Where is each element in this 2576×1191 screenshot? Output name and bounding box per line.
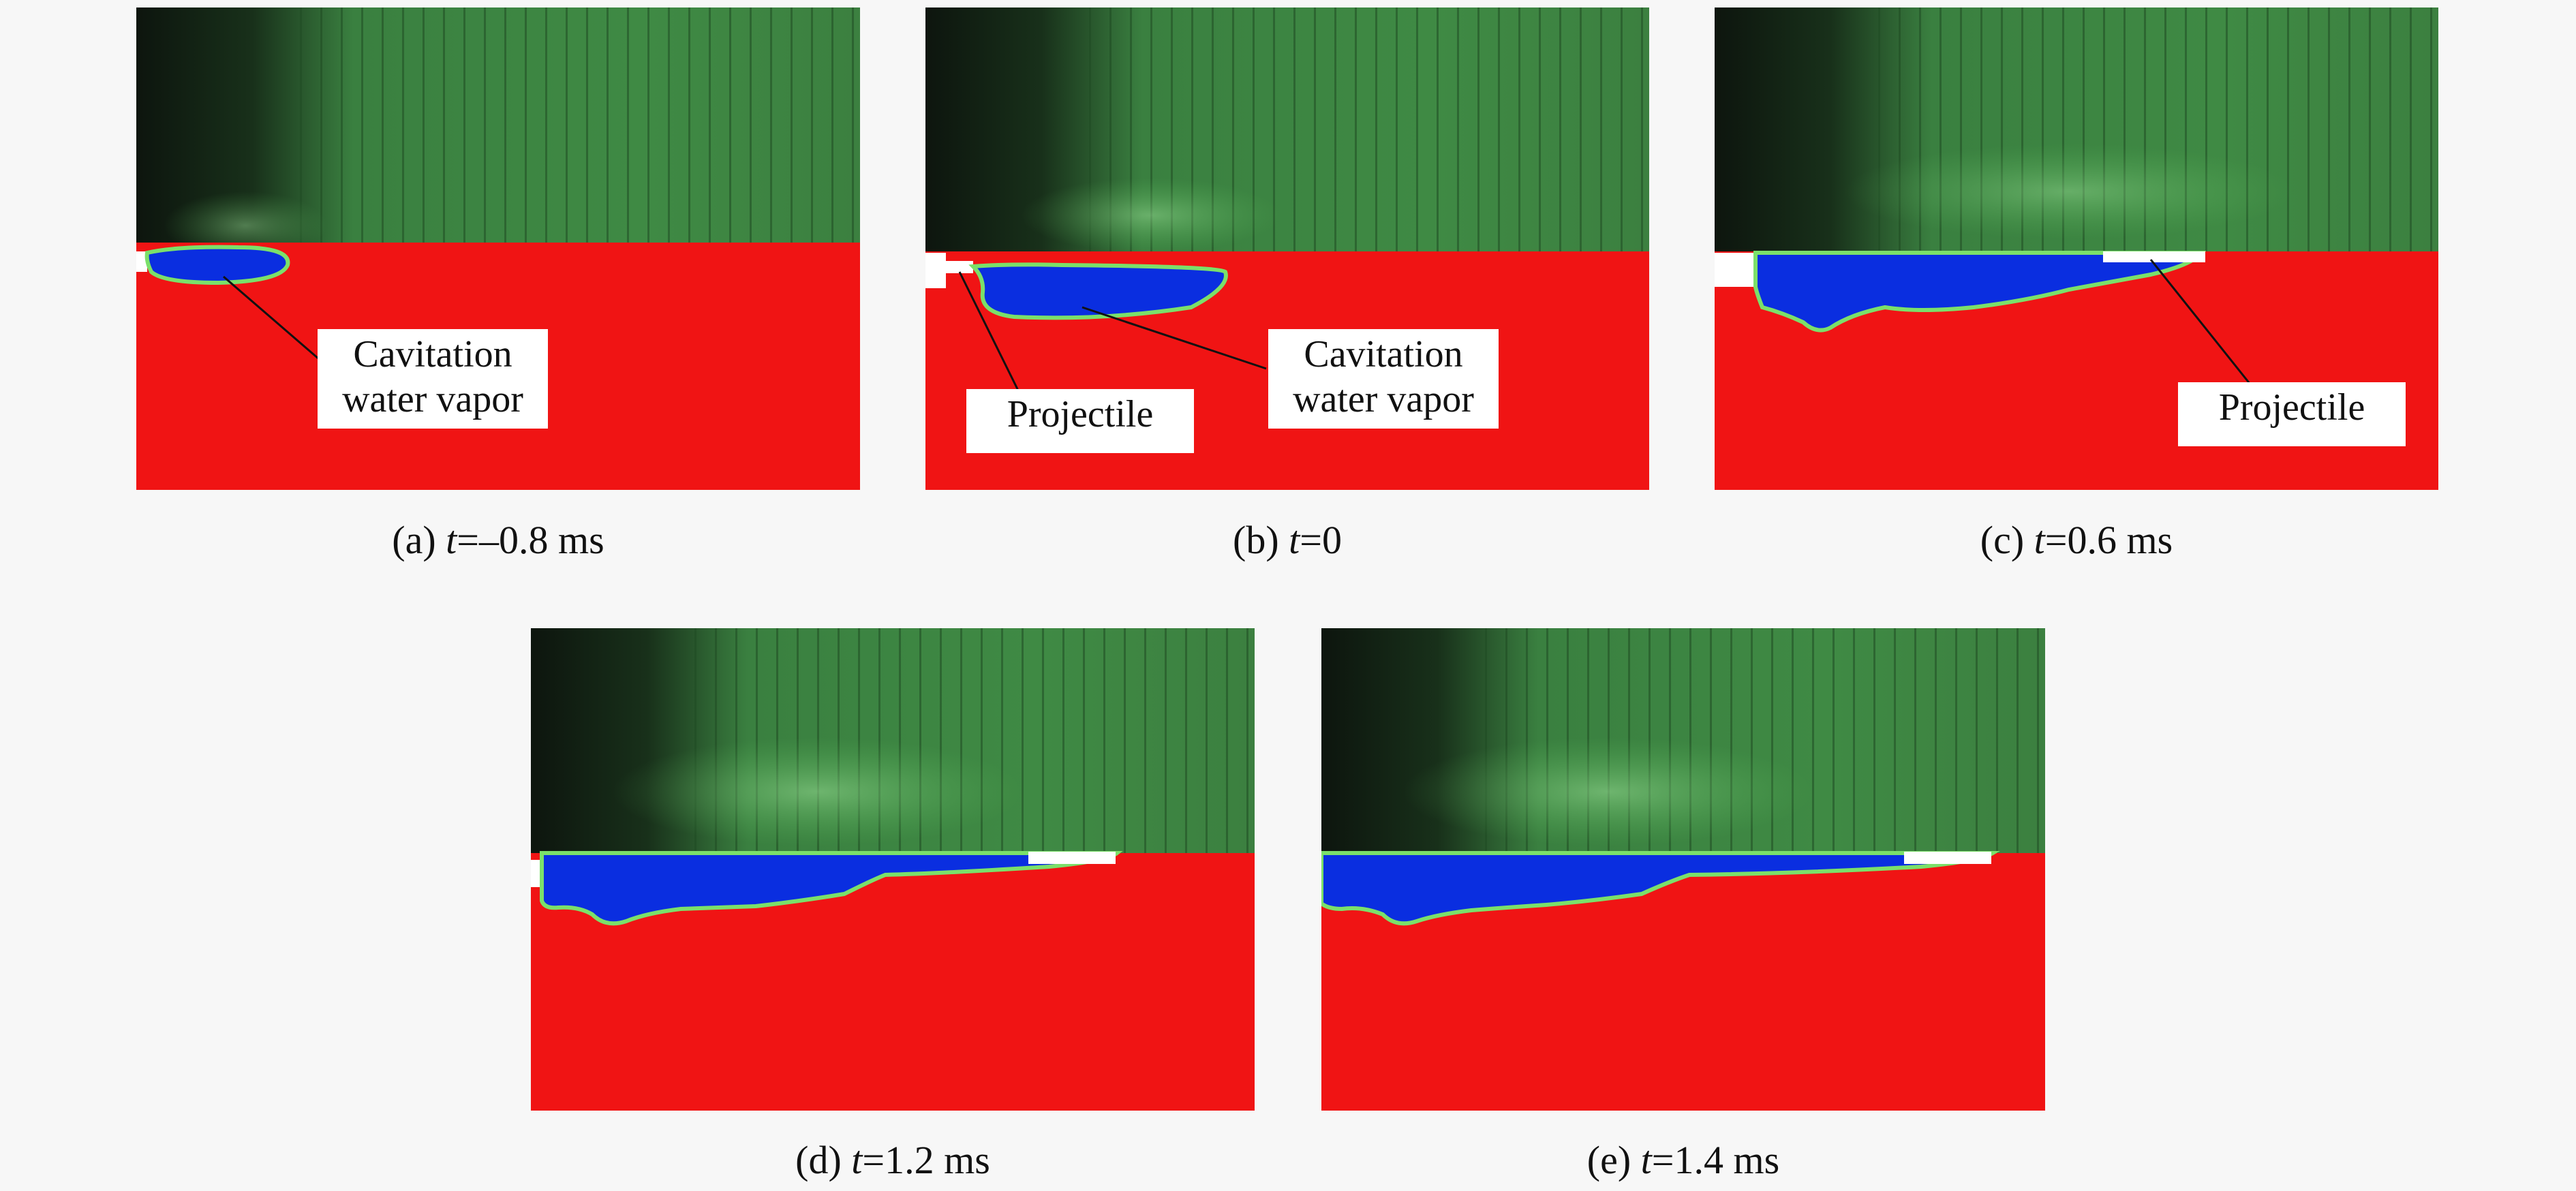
caption-a-prefix: (a)	[392, 518, 446, 562]
panel-e-image	[1321, 628, 2045, 1111]
panel-d	[531, 628, 1255, 1111]
cavitation-line2: water vapor	[342, 378, 523, 420]
caption-a: (a) t=–0.8 ms	[136, 516, 860, 564]
annotation-projectile-c: Projectile	[2178, 382, 2406, 446]
caption-c-value: =0.6 ms	[2044, 518, 2173, 562]
caption-a-value: =–0.8 ms	[457, 518, 604, 562]
caption-b-var: t	[1289, 518, 1300, 562]
caption-b: (b) t=0	[925, 516, 1649, 564]
caption-d-var: t	[851, 1138, 863, 1182]
annotation-cavitation-a: Cavitation water vapor	[318, 329, 548, 429]
panel-a-image	[136, 7, 860, 490]
panel-c	[1715, 7, 2438, 490]
caption-d-value: =1.2 ms	[862, 1138, 990, 1182]
projectile-label-c: Projectile	[2218, 386, 2365, 429]
panel-d-image	[531, 628, 1255, 1111]
panel-a	[136, 7, 860, 490]
panel-e	[1321, 628, 2045, 1111]
cavitation-line2-b: water vapor	[1293, 378, 1474, 420]
caption-d-prefix: (d)	[795, 1138, 852, 1182]
caption-e: (e) t=1.4 ms	[1321, 1136, 2045, 1184]
caption-e-value: =1.4 ms	[1651, 1138, 1780, 1182]
caption-e-var: t	[1640, 1138, 1652, 1182]
caption-c-var: t	[2034, 518, 2045, 562]
caption-c-prefix: (c)	[1980, 518, 2034, 562]
panel-c-image	[1715, 7, 2438, 490]
caption-b-value: =0	[1300, 518, 1342, 562]
cavitation-line1: Cavitation	[353, 333, 512, 375]
caption-a-var: t	[446, 518, 457, 562]
annotation-projectile-b: Projectile	[966, 389, 1194, 453]
annotation-cavitation-b: Cavitation water vapor	[1268, 329, 1499, 429]
caption-e-prefix: (e)	[1586, 1138, 1641, 1182]
caption-d: (d) t=1.2 ms	[531, 1136, 1255, 1184]
caption-c: (c) t=0.6 ms	[1715, 516, 2438, 564]
cavitation-line1-b: Cavitation	[1304, 333, 1463, 375]
projectile-label-b: Projectile	[1007, 393, 1154, 435]
caption-b-prefix: (b)	[1233, 518, 1289, 562]
